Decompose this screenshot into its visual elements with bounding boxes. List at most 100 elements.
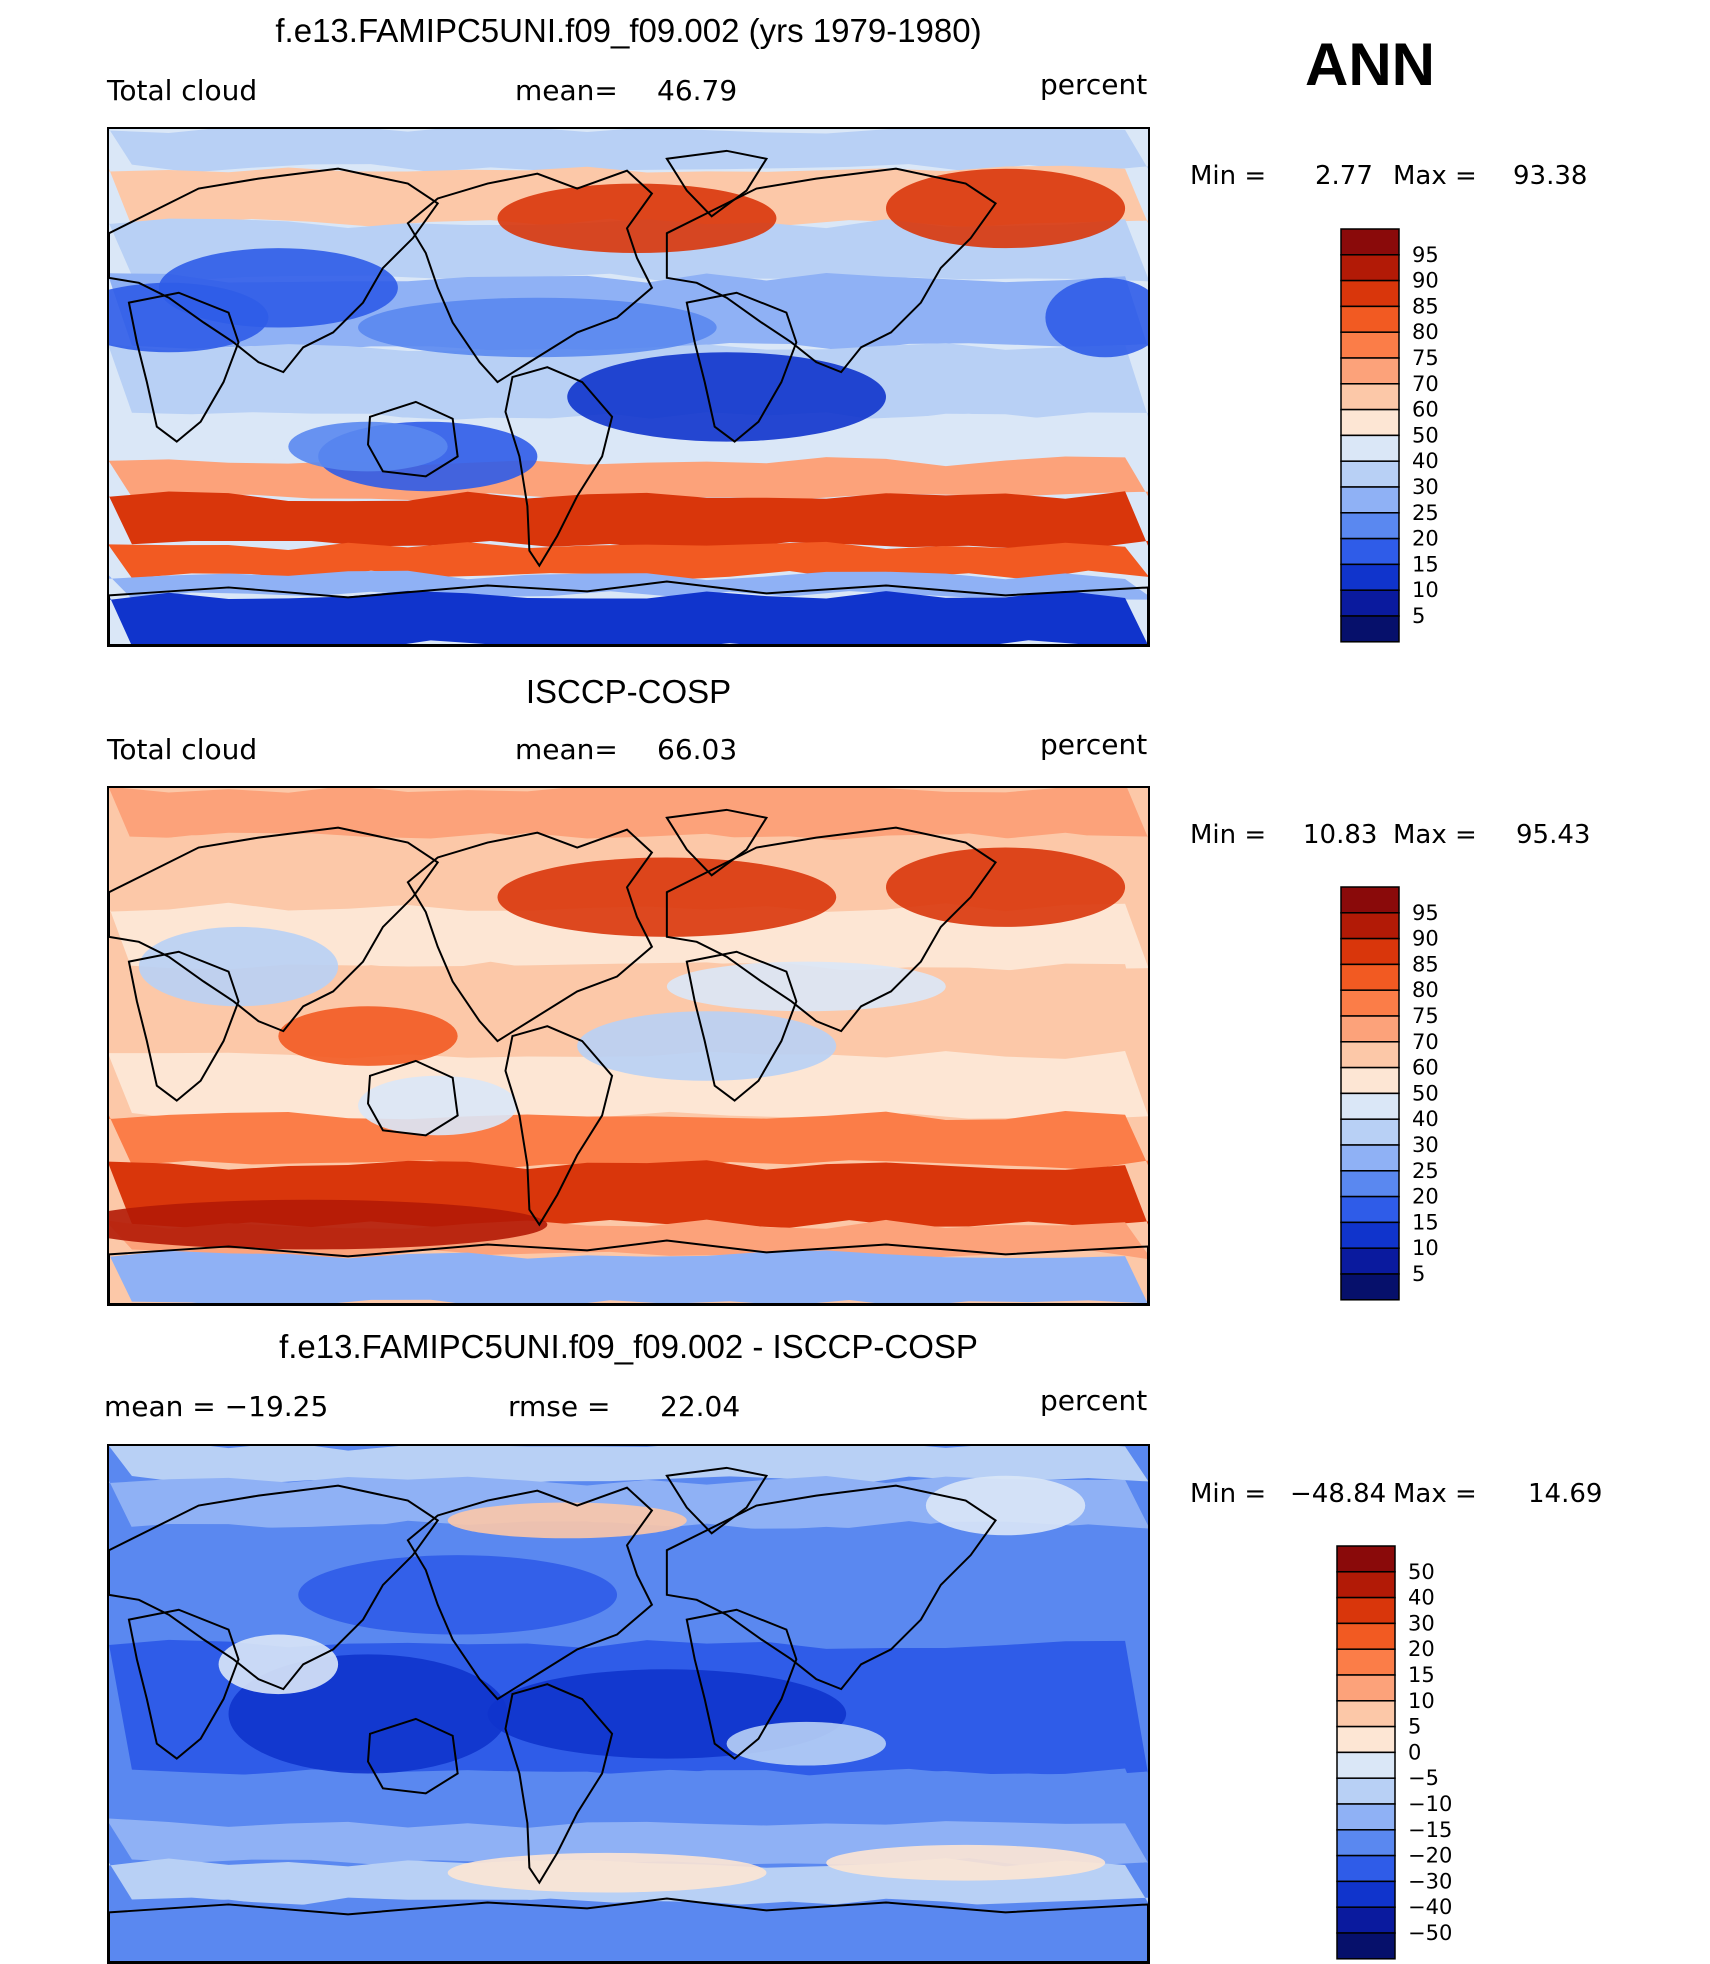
coastline [685, 291, 798, 443]
coastline [127, 1608, 240, 1760]
colorbar-tick-label: 40 [1408, 1586, 1435, 1610]
colorbar-tick-label: 50 [1412, 1081, 1439, 1105]
colorbar-swatch [1340, 357, 1400, 385]
panel-1-max-value: 93.38 [1513, 161, 1588, 191]
panel-3-rmse-value: 22.04 [660, 1390, 741, 1423]
panel-2-min-value: 10.83 [1303, 820, 1378, 850]
colorbar-swatch [1340, 279, 1400, 308]
panel-2-min-label: Min = [1190, 820, 1267, 850]
coastline [685, 1608, 798, 1760]
colorbar-swatch [1340, 383, 1400, 411]
colorbar-tick-label: 75 [1412, 346, 1439, 370]
panel-2-mean-value: 66.03 [657, 733, 738, 766]
coastline [406, 828, 654, 1043]
contour-region [218, 1634, 339, 1695]
colorbar-tick-label: −20 [1408, 1844, 1452, 1868]
colorbar-tick-label: 20 [1408, 1637, 1435, 1661]
coastline [665, 826, 997, 1033]
contour-region [826, 1844, 1106, 1881]
colorbar-tick-label: 90 [1412, 927, 1439, 951]
colorbar-tick-label: 50 [1412, 423, 1439, 447]
colorbar-swatch [1340, 563, 1400, 591]
colorbar-tick-label: 85 [1412, 952, 1439, 976]
coastline [109, 167, 440, 374]
contour-band [109, 1475, 1148, 1531]
colorbar-swatch [1336, 1725, 1396, 1754]
panel-2-max-label: Max = [1393, 820, 1477, 850]
colorbar-swatch [1336, 1777, 1396, 1805]
contour-region [358, 297, 717, 358]
colorbar-tick-label: 50 [1408, 1560, 1435, 1584]
panel-1-map [107, 127, 1150, 647]
colorbar-swatch [1336, 1803, 1396, 1831]
panel-3-title: f.e13.FAMIPC5UNI.f09_f09.002 - ISCCP-COS… [279, 1328, 978, 1365]
coastline [685, 950, 798, 1102]
colorbar-swatch [1336, 1571, 1396, 1599]
colorbar-tick-label: 60 [1412, 1056, 1439, 1080]
colorbar-swatch [1336, 1932, 1396, 1960]
colorbar-swatch [1340, 886, 1400, 914]
colorbar-swatch [1336, 1596, 1396, 1625]
coastline [127, 950, 240, 1102]
colorbar-swatch [1340, 460, 1400, 488]
colorbar-tick-label: 30 [1412, 475, 1439, 499]
panel-3-max-label: Max = [1393, 1479, 1477, 1509]
panel-2-map [107, 786, 1150, 1306]
colorbar-swatch [1340, 228, 1400, 256]
colorbar-swatch [1340, 937, 1400, 966]
season-label: ANN [1305, 31, 1435, 98]
colorbar-swatch [1336, 1622, 1396, 1650]
contour-band [109, 1897, 1148, 1962]
panel-3-max-value: 14.69 [1528, 1479, 1603, 1509]
panel-2-mean-label: mean= [515, 733, 618, 766]
coastline [109, 826, 440, 1033]
coastline [406, 169, 654, 384]
colorbar-swatch [1340, 1066, 1400, 1095]
colorbar-swatch [1340, 1247, 1400, 1275]
colorbar-swatch [1340, 989, 1400, 1017]
coastline [504, 1683, 614, 1885]
colorbar-swatch [1340, 408, 1400, 437]
panel-3-min-value: −48.84 [1290, 1479, 1387, 1509]
colorbar-swatch [1336, 1674, 1396, 1702]
contour-region [447, 1502, 687, 1539]
contour-band [109, 1250, 1148, 1304]
panel-1-variable-label: Total cloud [107, 74, 258, 107]
panel-2-max-value: 95.43 [1516, 820, 1591, 850]
colorbar-tick-label: −30 [1408, 1869, 1452, 1893]
colorbar-tick-label: 10 [1412, 578, 1439, 602]
colorbar-swatch [1336, 1545, 1396, 1573]
colorbar-tick-label: 5 [1412, 1262, 1425, 1286]
colorbar-swatch [1340, 1041, 1400, 1069]
colorbar-tick-label: 15 [1408, 1663, 1435, 1687]
colorbar-tick-label: 30 [1408, 1611, 1435, 1635]
contour-band [109, 491, 1148, 551]
contour-region [447, 1852, 767, 1893]
coastline [366, 400, 459, 478]
panel-3-mean-label: mean = −19.25 [104, 1390, 329, 1423]
colorbar-swatch [1340, 1273, 1400, 1301]
contour-band [109, 1111, 1148, 1170]
colorbar-swatch [1336, 1829, 1396, 1857]
colorbar-tick-label: 10 [1412, 1236, 1439, 1260]
panel-3-map-svg [109, 1446, 1148, 1962]
colorbar-tick-label: −15 [1408, 1818, 1452, 1842]
contour-region [886, 168, 1126, 249]
colorbar-swatch [1340, 1118, 1400, 1146]
colorbar-swatch [1336, 1700, 1396, 1728]
colorbar-tick-label: −10 [1408, 1792, 1452, 1816]
coastline [665, 808, 769, 877]
colorbar-swatch [1340, 1195, 1400, 1224]
colorbar-swatch [1336, 1906, 1396, 1934]
contour-region [666, 961, 946, 1012]
contour-region [886, 847, 1126, 927]
colorbar-tick-label: 10 [1408, 1689, 1435, 1713]
contour-region [497, 183, 777, 254]
coastline [109, 580, 1148, 645]
colorbar-swatch [1340, 912, 1400, 940]
colorbar-swatch [1336, 1751, 1396, 1779]
coastline [127, 291, 240, 443]
